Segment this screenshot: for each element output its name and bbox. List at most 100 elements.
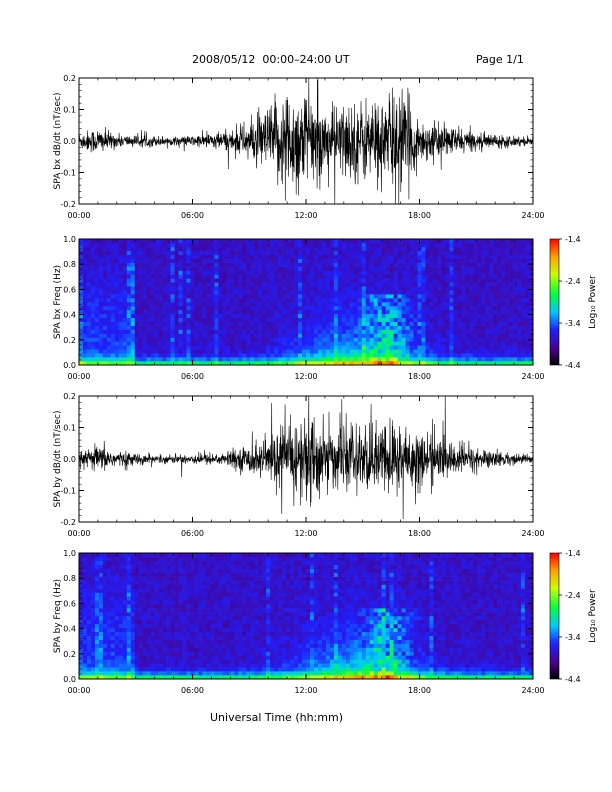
spectrogram-cell [469, 361, 474, 366]
spectrogram-cell [142, 321, 147, 326]
spectrogram-cell [258, 290, 263, 295]
spectrogram-cell [106, 254, 112, 259]
x-tick-label: 24:00 [521, 529, 544, 538]
spectrogram-cell [162, 246, 167, 252]
spectrogram-cell [182, 584, 187, 589]
spectrogram-cell [254, 266, 259, 271]
spectrogram-cell [493, 274, 498, 279]
spectrogram-cell [114, 258, 120, 263]
spectrogram-cell [441, 317, 446, 322]
spectrogram-cell [369, 325, 374, 330]
spectrogram-cell [90, 671, 96, 676]
spectrogram-cell [357, 341, 363, 346]
spectrogram-cell [126, 298, 132, 303]
spectrogram-cell [166, 250, 171, 256]
spectrogram-cell [441, 254, 446, 259]
spectrogram-cell [130, 608, 136, 613]
spectrogram-cell [429, 353, 434, 358]
spectrogram-cell [186, 266, 191, 271]
spectrogram-cell [306, 246, 311, 252]
spectrogram-cell [166, 671, 171, 676]
spectrogram-cell [481, 349, 486, 354]
spectrogram-cell [302, 239, 307, 244]
spectrogram-cell [94, 600, 100, 605]
spectrogram-cell [461, 242, 466, 248]
spectrogram-cell [106, 246, 112, 252]
spectrogram-cell [485, 282, 490, 287]
spectrogram-cell [286, 333, 291, 338]
spectrogram-cell [214, 290, 219, 295]
spectrogram-cell [425, 337, 430, 342]
spectrogram-cell [262, 329, 267, 334]
spectrogram-cell [134, 325, 140, 330]
spectrogram-cell [190, 341, 195, 346]
spectrogram-cell [254, 239, 259, 244]
spectrogram-cell [497, 302, 502, 307]
spectrogram-cell [218, 250, 223, 256]
spectrogram-cell [445, 353, 450, 358]
spectrogram-cell [222, 286, 227, 291]
spectrogram-cell [389, 298, 394, 303]
spectrogram-cell [529, 298, 534, 303]
spectrogram-cell [234, 309, 239, 315]
spectrogram-cell [317, 357, 323, 362]
spectrogram-cell [150, 651, 155, 656]
spectrogram-cell [457, 309, 462, 315]
spectrogram-cell [198, 357, 203, 362]
spectrogram-cell [401, 294, 406, 299]
spectrogram-cell [286, 309, 291, 315]
spectrogram-cell [250, 258, 255, 263]
spectrogram-cell [401, 333, 406, 338]
spectrogram-cell [485, 321, 490, 326]
spectrogram-cell [190, 349, 195, 354]
spectrogram-cell [373, 305, 378, 311]
spectrogram-cell [453, 286, 458, 291]
spectrogram-cell [126, 313, 132, 319]
spectrogram-cell [521, 337, 526, 342]
spectrogram-cell [86, 553, 92, 558]
spectrogram-cell [381, 274, 386, 279]
spectrogram-cell [102, 278, 108, 283]
spectrogram-cell [98, 357, 104, 362]
spectrogram-cell [517, 262, 522, 267]
spectrogram-cell [425, 317, 430, 322]
spectrogram-cell [329, 353, 335, 358]
spectrogram-cell [190, 671, 195, 676]
spectrogram-cell [401, 305, 406, 311]
spectrogram-cell [517, 353, 522, 358]
by-spectrogram-panel: 00:00 06:00 12:00 18:00 24:000.00.20.40.60.8… [53, 549, 598, 695]
spectrogram-cell [86, 584, 92, 589]
spectrogram-cell [162, 643, 167, 648]
spectrogram-cell [413, 258, 418, 263]
spectrogram-cell [377, 290, 382, 295]
spectrogram-cell [122, 321, 128, 326]
spectrogram-cell [389, 317, 394, 322]
spectrogram-cell [82, 298, 88, 303]
spectrogram-cell [154, 631, 159, 636]
spectrogram-cell [353, 294, 359, 299]
spectrogram-cell [369, 258, 374, 263]
spectrogram-cell [453, 305, 458, 311]
spectrogram-cell [158, 321, 163, 326]
spectrogram-cell [333, 309, 339, 315]
spectrogram-cell [186, 274, 191, 279]
spectrogram-cell [86, 270, 92, 275]
spectrogram-cell [481, 290, 486, 295]
spectrogram-cell [102, 329, 108, 334]
spectrogram-cell [513, 250, 518, 256]
spectrogram-cell [449, 242, 454, 248]
spectrogram-cell [146, 600, 151, 605]
spectrogram-cell [453, 274, 458, 279]
spectrogram-cell [481, 239, 486, 244]
spectrogram-cell [493, 282, 498, 287]
spectrogram-cell [513, 353, 518, 358]
spectrogram-cell [405, 278, 410, 283]
spectrogram-cell [481, 242, 486, 248]
spectrogram-cell [134, 616, 140, 621]
spectrogram-cell [79, 345, 84, 350]
spectrogram-cell [513, 345, 518, 350]
spectrogram-cell [126, 623, 132, 629]
spectrogram-cell [234, 254, 239, 259]
spectrogram-cell [262, 302, 267, 307]
spectrogram-cell [473, 258, 478, 263]
